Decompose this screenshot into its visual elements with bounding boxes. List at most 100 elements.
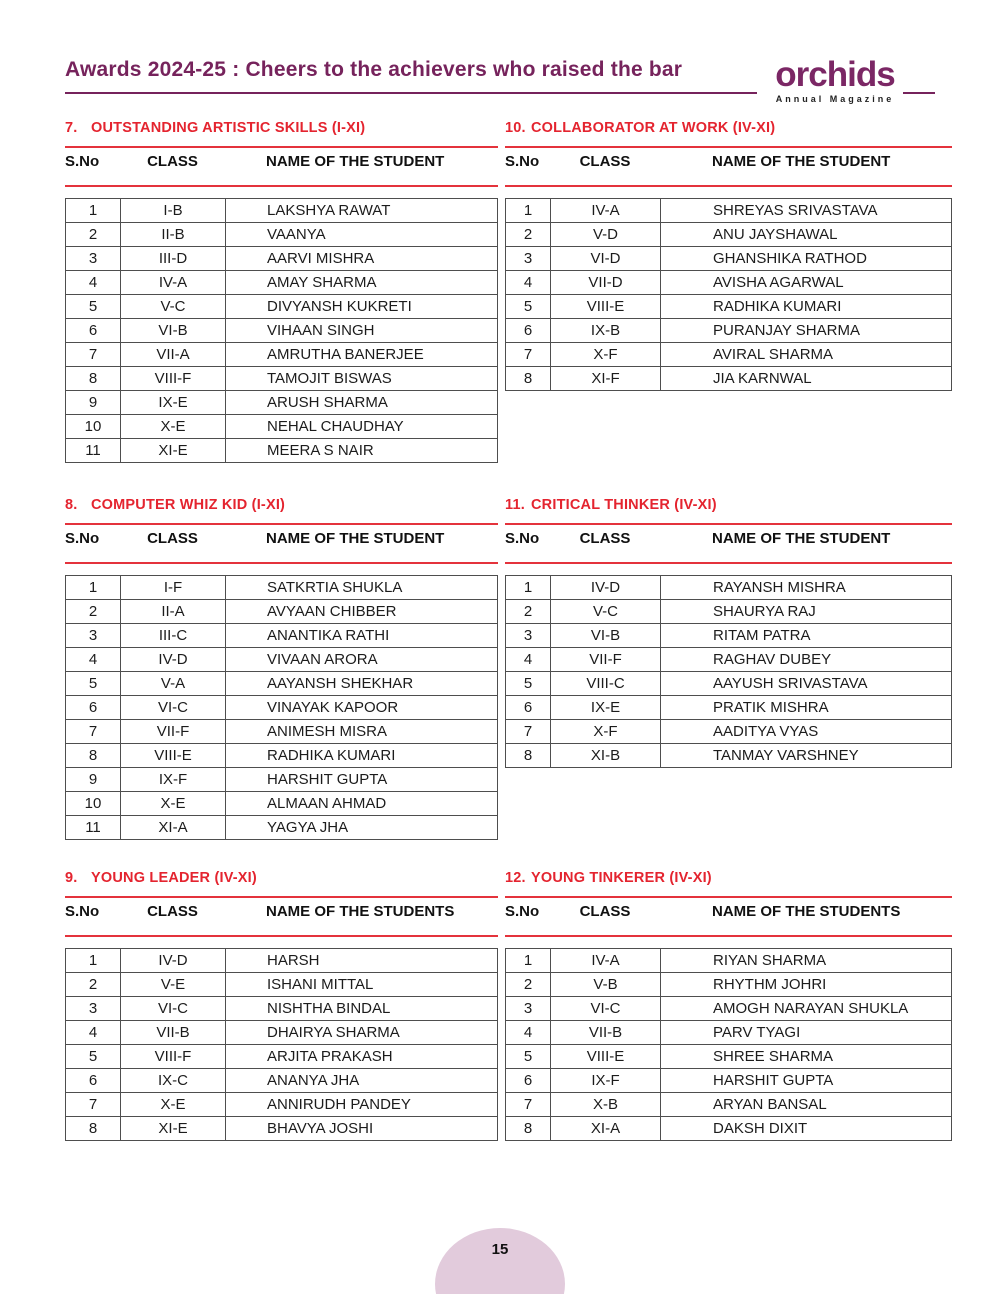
- class-cell: IX-B: [550, 318, 661, 343]
- table-row: 6 VI-B VIHAAN SINGH: [65, 318, 498, 343]
- name-cell: LAKSHYA RAWAT: [225, 198, 498, 223]
- class-cell: VIII-F: [120, 1044, 226, 1069]
- sno-cell: 5: [505, 294, 551, 319]
- name-cell: AAYUSH SRIVASTAVA: [660, 671, 952, 696]
- class-cell: VIII-F: [120, 366, 226, 391]
- sno-cell: 6: [65, 318, 121, 343]
- class-cell: IV-D: [550, 575, 661, 600]
- class-cell: V-C: [120, 294, 226, 319]
- class-cell: IV-A: [120, 270, 226, 295]
- sno-cell: 2: [65, 222, 121, 247]
- col-sno-label: S.No: [65, 153, 100, 170]
- section-title: COLLABORATOR AT WORK (IV-XI): [531, 120, 776, 136]
- page-number-badge: 15: [435, 1228, 565, 1294]
- sno-cell: 7: [65, 1092, 121, 1117]
- table-row: 3 VI-C AMOGH NARAYAN SHUKLA: [505, 996, 952, 1021]
- awards-table: 1 I-F SATKRTIA SHUKLA 2 II-A AVYAAN CHIBBER 3 I…: [65, 575, 498, 840]
- table-row: 2 II-A AVYAAN CHIBBER: [65, 599, 498, 624]
- table-row: 8 XI-B TANMAY VARSHNEY: [505, 743, 952, 768]
- awards-table: 1 I-B LAKSHYA RAWAT 2 II-B VAANYA 3 III-D AARVI …: [65, 198, 498, 463]
- sno-cell: 2: [505, 972, 551, 997]
- class-cell: IX-F: [120, 767, 226, 792]
- sno-cell: 5: [505, 671, 551, 696]
- table-row: 11 XI-A YAGYA JHA: [65, 815, 498, 840]
- table-row: 4 VII-B PARV TYAGI: [505, 1020, 952, 1045]
- column-header-row: S.No CLASS NAME OF THE STUDENT: [505, 148, 952, 175]
- column-header-row: S.No CLASS NAME OF THE STUDENT: [505, 525, 952, 552]
- name-cell: RADHIKA KUMARI: [660, 294, 952, 319]
- class-cell: III-D: [120, 246, 226, 271]
- name-cell: AMAY SHARMA: [225, 270, 498, 295]
- name-cell: PARV TYAGI: [660, 1020, 952, 1045]
- class-cell: X-E: [120, 791, 226, 816]
- class-cell: VIII-E: [120, 743, 226, 768]
- class-cell: VII-D: [550, 270, 661, 295]
- name-cell: VIHAAN SINGH: [225, 318, 498, 343]
- col-class-label: CLASS: [579, 153, 631, 170]
- class-cell: XI-E: [120, 438, 226, 463]
- sno-cell: 3: [65, 996, 121, 1021]
- name-cell: TAMOJIT BISWAS: [225, 366, 498, 391]
- sno-cell: 4: [505, 1020, 551, 1045]
- table-row: 11 XI-E MEERA S NAIR: [65, 438, 498, 463]
- name-cell: GHANSHIKA RATHOD: [660, 246, 952, 271]
- sno-cell: 10: [65, 414, 121, 439]
- table-row: 8 XI-E BHAVYA JOSHI: [65, 1116, 498, 1141]
- table-row: 10 X-E NEHAL CHAUDHAY: [65, 414, 498, 439]
- section-number: 8.: [65, 497, 78, 513]
- col-class-label: CLASS: [147, 530, 198, 547]
- name-cell: DHAIRYA SHARMA: [225, 1020, 498, 1045]
- section-number: 9.: [65, 870, 78, 886]
- section-title: CRITICAL THINKER (IV-XI): [531, 497, 717, 513]
- name-cell: ISHANI MITTAL: [225, 972, 498, 997]
- name-cell: YAGYA JHA: [225, 815, 498, 840]
- table-row: 6 IX-C ANANYA JHA: [65, 1068, 498, 1093]
- class-cell: IX-E: [120, 390, 226, 415]
- table-row: 5 V-A AAYANSH SHEKHAR: [65, 671, 498, 696]
- awards-table: 1 IV-D HARSH 2 V-E ISHANI MITTAL 3 VI-C NISHTHA …: [65, 948, 498, 1141]
- section-rule-bottom: [505, 935, 952, 937]
- name-cell: SHREE SHARMA: [660, 1044, 952, 1069]
- class-cell: V-B: [550, 972, 661, 997]
- class-cell: X-F: [550, 719, 661, 744]
- sno-cell: 8: [505, 743, 551, 768]
- section-title: YOUNG TINKERER (IV-XI): [531, 870, 712, 886]
- awards-table: 1 IV-A RIYAN SHARMA 2 V-B RHYTHM JOHRI 3 VI-C AM…: [505, 948, 952, 1141]
- class-cell: VI-B: [120, 318, 226, 343]
- table-row: 7 X-B ARYAN BANSAL: [505, 1092, 952, 1117]
- class-cell: IX-F: [550, 1068, 661, 1093]
- class-cell: VI-C: [120, 695, 226, 720]
- table-row: 7 X-F AVIRAL SHARMA: [505, 342, 952, 367]
- col-sno-label: S.No: [65, 530, 100, 547]
- sno-cell: 6: [65, 1068, 121, 1093]
- class-cell: VII-B: [120, 1020, 226, 1045]
- class-cell: XI-A: [120, 815, 226, 840]
- sno-cell: 7: [505, 1092, 551, 1117]
- awards-table: 1 IV-D RAYANSH MISHRA 2 V-C SHAURYA RAJ 3 VI-B R…: [505, 575, 952, 768]
- table-row: 2 V-C SHAURYA RAJ: [505, 599, 952, 624]
- class-cell: VII-F: [120, 719, 226, 744]
- section-heading: 8. COMPUTER WHIZ KID (I-XI): [65, 497, 498, 513]
- table-row: 2 V-E ISHANI MITTAL: [65, 972, 498, 997]
- sno-cell: 11: [65, 815, 121, 840]
- name-cell: ANNIRUDH PANDEY: [225, 1092, 498, 1117]
- name-cell: RAGHAV DUBEY: [660, 647, 952, 672]
- name-cell: AMRUTHA BANERJEE: [225, 342, 498, 367]
- name-cell: AAYANSH SHEKHAR: [225, 671, 498, 696]
- column-header-row: S.No CLASS NAME OF THE STUDENTS: [65, 898, 498, 925]
- class-cell: VI-B: [550, 623, 661, 648]
- section-rule-bottom: [65, 935, 498, 937]
- col-name-label: NAME OF THE STUDENTS: [712, 903, 901, 920]
- sno-cell: 7: [65, 342, 121, 367]
- sno-cell: 1: [65, 948, 121, 973]
- table-row: 10 X-E ALMAAN AHMAD: [65, 791, 498, 816]
- name-cell: DIVYANSH KUKRETI: [225, 294, 498, 319]
- table-row: 5 VIII-F ARJITA PRAKASH: [65, 1044, 498, 1069]
- table-row: 1 IV-D HARSH: [65, 948, 498, 973]
- col-name-label: NAME OF THE STUDENTS: [266, 903, 455, 920]
- sno-cell: 4: [65, 1020, 121, 1045]
- name-cell: BHAVYA JOSHI: [225, 1116, 498, 1141]
- section-rule-top: [65, 896, 498, 898]
- table-row: 4 VII-B DHAIRYA SHARMA: [65, 1020, 498, 1045]
